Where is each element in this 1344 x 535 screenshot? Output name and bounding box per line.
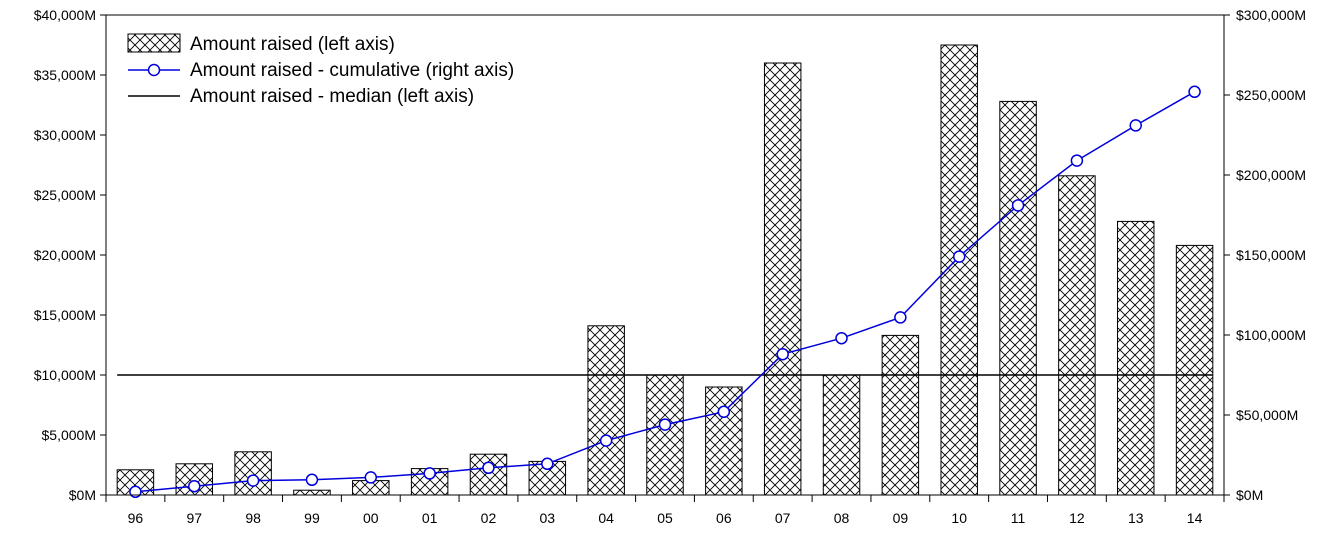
cumulative-point (482, 461, 495, 475)
left-tick-label: $10,000M (34, 367, 96, 383)
right-tick-label: $200,000M (1236, 167, 1306, 183)
plot-frame (105, 14, 1225, 496)
bar (705, 386, 743, 496)
x-tick-label: 07 (775, 510, 791, 526)
right-axis: $0M $50,000M $100,000M $150,000M $200,000M $2… (1224, 7, 1306, 503)
legend-label-cumulative: Amount raised - cumulative (right axis) (190, 60, 514, 81)
cumulative-point (364, 471, 378, 484)
x-tick-label: 96 (128, 510, 144, 526)
legend-swatch-marker (147, 63, 161, 77)
bar (763, 62, 802, 496)
left-tick-label: $5,000M (42, 427, 96, 443)
cumulative-point (776, 347, 789, 361)
legend-label-median: Amount raised - median (left axis) (190, 86, 474, 107)
right-tick-label: $100,000M (1236, 327, 1306, 343)
left-tick-label: $0M (69, 487, 96, 503)
left-tick-label: $15,000M (34, 307, 96, 323)
left-axis: $0M $5,000M $10,000M $15,000M $20,000M $25,00… (34, 7, 106, 503)
bar (1058, 175, 1096, 496)
right-tick-label: $300,000M (1236, 7, 1306, 23)
left-tick-label: $25,000M (34, 187, 96, 203)
cumulative-point (1070, 154, 1084, 167)
cumulative-point (541, 457, 554, 471)
legend-swatch-bar (127, 33, 181, 53)
right-tick-label: $0M (1236, 487, 1263, 503)
left-tick-label: $20,000M (34, 247, 96, 263)
left-tick-label: $35,000M (34, 67, 96, 83)
x-tick-label: 12 (1069, 510, 1085, 526)
bar (1175, 244, 1214, 496)
bar (646, 374, 684, 496)
cumulative-point (1129, 119, 1142, 132)
bar (1116, 220, 1155, 496)
x-tick-label: 00 (363, 510, 379, 526)
cumulative-point (835, 331, 848, 345)
cumulative-point (129, 485, 142, 499)
bar (293, 489, 331, 496)
cumulative-point (894, 311, 907, 324)
bar (234, 451, 272, 496)
cumulative-point (1011, 199, 1025, 212)
cumulative-point (305, 473, 319, 487)
x-tick-label: 08 (834, 510, 850, 526)
right-tick-label: $250,000M (1236, 87, 1306, 103)
x-tick-label: 04 (598, 510, 614, 526)
x-tick-label: 02 (481, 510, 497, 526)
legend-label-bar: Amount raised (left axis) (190, 34, 395, 55)
cumulative-point (1188, 85, 1201, 99)
right-tick-label: $150,000M (1236, 247, 1306, 263)
cumulative-point (658, 418, 672, 431)
x-tick-label: 98 (245, 510, 261, 526)
cumulative-series (129, 85, 1201, 499)
x-tick-label: 10 (951, 510, 967, 526)
cumulative-point (188, 479, 201, 493)
x-tick-label: 09 (893, 510, 909, 526)
x-tick-label: 14 (1187, 510, 1203, 526)
x-tick-label: 97 (186, 510, 202, 526)
x-tick-label: 03 (540, 510, 556, 526)
x-tick-label: 05 (657, 510, 673, 526)
x-tick-label: 06 (716, 510, 732, 526)
cumulative-point (423, 467, 436, 480)
bar (822, 374, 861, 496)
cumulative-point (717, 405, 731, 419)
bar (587, 325, 625, 496)
cumulative-point (952, 250, 966, 263)
bar (881, 334, 920, 496)
x-tick-label: 01 (422, 510, 438, 526)
x-tick-label: 13 (1128, 510, 1144, 526)
x-axis: 96 97 98 99 00 01 02 03 04 05 06 07 08 09 10 11 12 13 14 (105, 495, 1225, 526)
left-tick-label: $30,000M (34, 127, 96, 143)
left-tick-label: $40,000M (34, 7, 96, 23)
bar (999, 100, 1037, 496)
x-tick-label: 11 (1011, 510, 1026, 526)
legend: Amount raised (left axis) Amount raised -… (127, 33, 514, 107)
x-tick-label: 99 (304, 510, 320, 526)
bar (469, 453, 508, 496)
cumulative-point (246, 474, 260, 487)
cumulative-point (599, 434, 613, 447)
right-tick-label: $50,000M (1236, 407, 1298, 423)
